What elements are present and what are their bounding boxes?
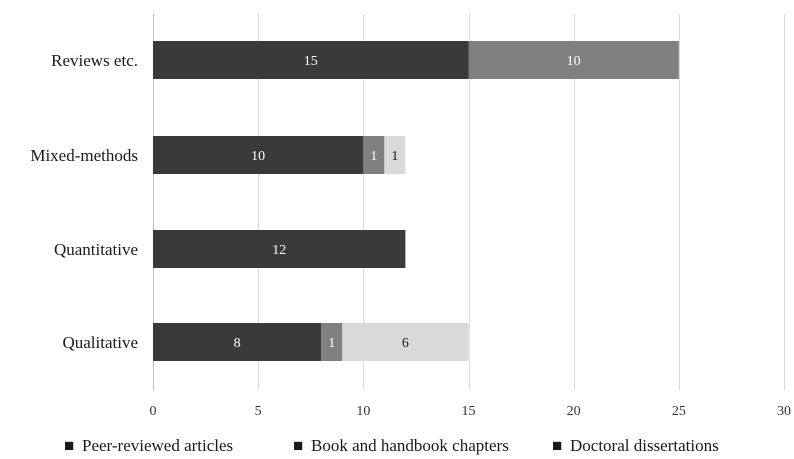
- bar-segment: [321, 323, 343, 361]
- data-label: 15: [304, 54, 318, 69]
- x-tick-label: 0: [150, 404, 157, 419]
- legend-label: Book and handbook chapters: [311, 436, 509, 455]
- x-tick-label: 10: [356, 404, 370, 419]
- bar-segment: [153, 136, 364, 174]
- x-tick-label: 15: [462, 404, 476, 419]
- bar-segment: [153, 323, 322, 361]
- data-label: 6: [402, 336, 409, 351]
- legend-swatch: ■: [293, 436, 303, 455]
- legend: ■ Peer-reviewed articles ■ Book and handboo…: [64, 436, 719, 455]
- x-tick-label: 5: [255, 404, 262, 419]
- data-label: 10: [567, 54, 581, 69]
- bar-segment: [384, 136, 406, 174]
- category-label: Quantitative: [54, 240, 138, 259]
- bar-segment: [153, 41, 469, 79]
- bar-segment: [342, 323, 469, 361]
- data-label: 10: [251, 149, 265, 164]
- legend-swatch: ■: [64, 436, 74, 455]
- data-label: 1: [328, 336, 335, 351]
- bar-segment: [363, 136, 385, 174]
- bar-segment: [153, 230, 406, 268]
- category-label: Mixed-methods: [30, 146, 138, 165]
- category-label: Reviews etc.: [51, 51, 138, 70]
- x-tick-label: 25: [672, 404, 686, 419]
- data-label: 1: [370, 149, 377, 164]
- x-tick-label: 30: [777, 404, 791, 419]
- category-label: Qualitative: [62, 333, 138, 352]
- legend-label: Doctoral dissertations: [570, 436, 719, 455]
- category-labels: Reviews etc. Mixed-methods Quantitative Qua…: [30, 51, 138, 352]
- x-tick-label: 20: [567, 404, 581, 419]
- legend-label: Peer-reviewed articles: [82, 436, 233, 455]
- data-label: 8: [234, 336, 241, 351]
- data-label: 1: [391, 149, 398, 164]
- x-tick-labels: 0 5 10 15 20 25 30: [150, 404, 792, 419]
- bar-segment: [468, 41, 679, 79]
- data-label: 12: [272, 243, 286, 258]
- legend-swatch: ■: [552, 436, 562, 455]
